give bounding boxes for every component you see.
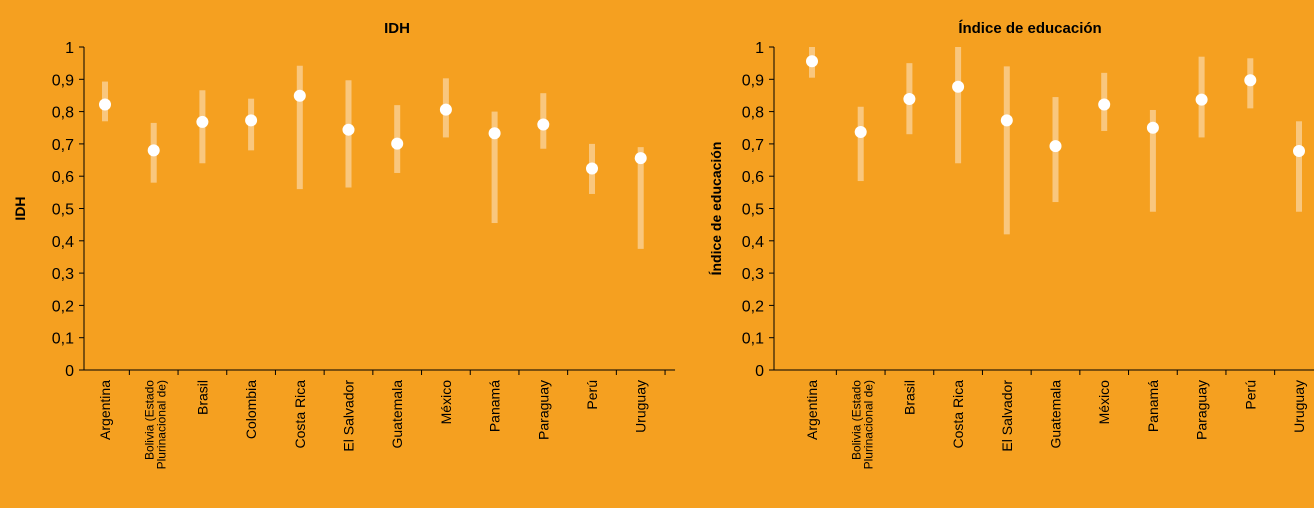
chart1-range-bar <box>637 147 644 249</box>
chart2-y-tick-label: 0,1 <box>742 331 764 348</box>
chart2-category-label: Costa Rica <box>950 380 966 449</box>
chart1-data-point <box>245 114 258 127</box>
chart1-data-point <box>196 115 209 128</box>
chart2-category-label: Guatemala <box>1048 380 1064 449</box>
chart1-category-label: El Salvador <box>341 380 357 452</box>
chart2-data-point <box>1146 121 1159 134</box>
chart2-data-point <box>1195 93 1208 106</box>
chart1-data-point <box>586 162 598 175</box>
chart1-range-bar <box>296 65 303 190</box>
chart2-category-label: Brasil <box>901 380 917 415</box>
chart1-category-label: Bolivia (Estado <box>143 380 157 460</box>
chart1-category-label: Argentina <box>97 380 113 440</box>
chart1-y-tick-label: 0,1 <box>52 331 74 348</box>
chart2-title: Índice de educación <box>958 20 1101 37</box>
chart2-y-tick-label: 0,5 <box>742 202 764 219</box>
chart1-data-point <box>439 103 452 116</box>
chart1-data-point <box>293 89 306 102</box>
chart2-data-point <box>1244 74 1257 87</box>
chart1-category-label: México <box>438 380 454 425</box>
chart2-data-point <box>1049 140 1062 153</box>
chart1-category-label: Paraguay <box>535 380 551 440</box>
chart1-y-tick-label: 0,3 <box>52 266 74 283</box>
chart2-category-label: Perú <box>1242 380 1258 410</box>
chart1-title: IDH <box>384 20 410 37</box>
chart2-y-tick-label: 0,2 <box>742 298 764 315</box>
chart1-data-point <box>488 127 501 140</box>
chart2-data-point <box>1293 145 1305 158</box>
chart2-range-bar <box>857 106 864 182</box>
chart1-data-point <box>99 98 111 111</box>
chart2-category-label: Plurinacional de) <box>862 380 876 469</box>
chart2-category-label: Bolivia (Estado <box>850 380 864 460</box>
chart1-y-tick-label: 0,5 <box>52 202 74 219</box>
chart1-y-tick-label: 0,6 <box>52 169 74 186</box>
chart1-y-axis-label: IDH <box>12 196 28 220</box>
chart1-category-label: Perú <box>584 380 600 410</box>
chart2-data-point <box>1098 98 1111 111</box>
chart2-category-label: Argentina <box>804 380 820 440</box>
chart1-range-bar <box>491 111 498 224</box>
chart2-category-label: Paraguay <box>1194 380 1210 440</box>
chart2-range-bar <box>955 47 962 164</box>
chart2-data-point <box>903 93 916 106</box>
chart2-range-bar <box>1149 109 1156 212</box>
chart1-data-point <box>147 144 160 157</box>
chart2-y-axis-label: Índice de educación <box>708 142 724 276</box>
chart1-data-point <box>537 118 550 131</box>
chart1-category-label: Colombia <box>243 380 259 439</box>
chart2-y-tick-label: 0,6 <box>742 169 764 186</box>
chart2-category-label: Panamá <box>1145 380 1161 432</box>
chart2-data-point <box>952 80 965 93</box>
chart1-category-label: Brasil <box>194 380 210 415</box>
chart2-data-point <box>1000 114 1013 127</box>
chart1-data-point <box>634 152 647 165</box>
chart2-data-point <box>854 125 867 138</box>
chart2-category-label: Uruguay <box>1291 380 1307 433</box>
chart1-category-label: Panamá <box>487 380 503 432</box>
chart1-y-tick-label: 1 <box>65 40 74 57</box>
chart1-y-tick-label: 0,9 <box>52 72 74 89</box>
chart1-data-point <box>391 137 404 150</box>
chart2-y-tick-label: 0,4 <box>742 234 764 251</box>
chart2-y-tick-label: 0 <box>755 363 764 380</box>
chart2-y-tick-label: 0,3 <box>742 266 764 283</box>
chart1-category-label: Guatemala <box>389 380 405 449</box>
chart2-range-bar <box>1003 66 1010 235</box>
chart2-range-bar <box>1296 121 1302 212</box>
chart2-y-tick-label: 0,9 <box>742 72 764 89</box>
chart2-data-point <box>806 55 818 68</box>
chart1-y-tick-label: 0,7 <box>52 137 74 154</box>
chart1-y-tick-label: 0 <box>65 363 74 380</box>
chart1-y-tick-label: 0,8 <box>52 105 74 122</box>
chart1-category-label: Uruguay <box>633 380 649 433</box>
chart1-y-tick-label: 0,4 <box>52 234 74 251</box>
chart1-data-point <box>342 123 355 136</box>
chart2-category-label: México <box>1096 380 1112 425</box>
chart1-category-label: Plurinacional de) <box>155 380 169 469</box>
chart2-y-tick-label: 0,8 <box>742 105 764 122</box>
chart2-y-tick-label: 1 <box>755 40 764 57</box>
chart2-category-label: El Salvador <box>999 380 1015 452</box>
chart1-category-label: Costa Rica <box>292 380 308 449</box>
chart1-y-tick-label: 0,2 <box>52 298 74 315</box>
chart2-y-tick-label: 0,7 <box>742 137 764 154</box>
